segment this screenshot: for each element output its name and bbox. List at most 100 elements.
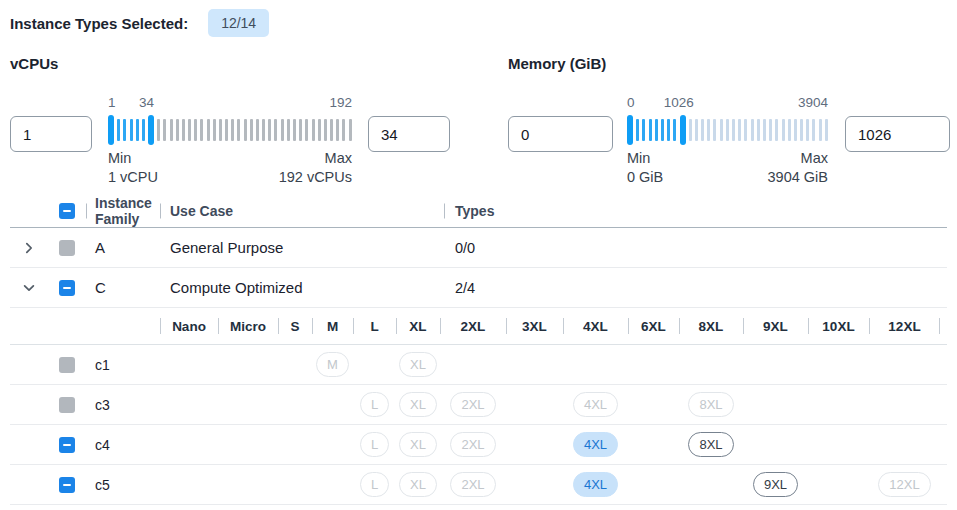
size-column-header-4xl: 4XL <box>563 308 628 344</box>
slider-handle-min[interactable] <box>627 115 633 145</box>
size-cell-6xl <box>628 345 679 384</box>
slider-tick <box>287 119 290 141</box>
size-column-header-9xl: 9XL <box>743 308 808 344</box>
size-cell-4xl: 4XL <box>563 385 628 424</box>
size-pill-c3-8xl: 8XL <box>688 392 733 417</box>
size-pill-c1-m: M <box>316 352 349 377</box>
size-pill-c4-4xl[interactable]: 4XL <box>573 432 618 457</box>
size-cell-2xl <box>440 345 506 384</box>
size-cell-12xl <box>869 425 940 464</box>
slider-tick <box>207 119 210 141</box>
min-caption-value: 0 GiB <box>627 168 663 187</box>
size-column-header-8xl: 8XL <box>679 308 743 344</box>
slider-tick <box>256 119 259 141</box>
use-case-column-header: Use Case <box>160 203 444 219</box>
slider-tick <box>349 119 352 141</box>
checkbox-cell <box>48 437 86 453</box>
size-pill-c5-xl: XL <box>399 472 437 497</box>
size-cell-l: L <box>353 425 396 464</box>
selection-summary-label: Instance Types Selected: <box>10 15 188 32</box>
table-header-row: Instance Family Use Case Types <box>10 195 947 228</box>
slider-tick <box>250 119 253 141</box>
family-name: C <box>86 280 160 296</box>
instance-name: c1 <box>86 357 160 373</box>
slider-tick <box>800 119 803 141</box>
slider-tick <box>299 119 302 141</box>
vcpus-max-input[interactable] <box>368 116 450 152</box>
slider-tick <box>274 119 277 141</box>
scale-current-label: 34 <box>139 95 154 110</box>
slider-tick <box>825 119 828 141</box>
select-all-checkbox[interactable] <box>59 203 75 219</box>
slider-tick <box>707 119 710 141</box>
chevron-down-icon[interactable] <box>21 280 37 296</box>
slider-handle-min[interactable] <box>108 115 114 145</box>
size-cell-l: L <box>353 465 396 504</box>
row-checkbox-disabled <box>59 397 75 413</box>
max-caption-title: Max <box>279 149 352 168</box>
memory-slider-track[interactable] <box>627 115 828 145</box>
slider-tick <box>163 119 166 141</box>
expand-cell <box>10 280 48 296</box>
vcpus-min-input[interactable] <box>10 116 92 152</box>
size-cell-9xl <box>743 385 808 424</box>
size-pill-c4-2xl: 2XL <box>450 432 495 457</box>
size-cell-nano <box>160 345 218 384</box>
slider-tick <box>751 119 754 141</box>
slider-tick <box>744 119 747 141</box>
memory-max-input[interactable] <box>845 116 950 152</box>
size-cell-micro <box>218 465 278 504</box>
slider-handle-max[interactable] <box>680 115 686 145</box>
instance-row-c5: c5LXL2XL4XL9XL12XL <box>10 465 947 505</box>
slider-tick <box>726 119 729 141</box>
minus-glyph <box>63 210 71 212</box>
slider-tick <box>157 119 160 141</box>
use-case: General Purpose <box>160 239 444 256</box>
checkbox-cell <box>48 357 86 373</box>
size-pill-c4-8xl[interactable]: 8XL <box>688 432 733 457</box>
chevron-right-icon[interactable] <box>21 240 37 256</box>
slider-tick <box>176 119 179 141</box>
slider-tick <box>318 119 321 141</box>
scale-max-label: 192 <box>329 95 352 110</box>
slider-tick <box>775 119 778 141</box>
slider-tick <box>812 119 815 141</box>
size-pill-c5-9xl[interactable]: 9XL <box>753 472 798 497</box>
vcpus-slider: 1 34 192 Min 1 vCPU Max 192 vCPUs <box>108 95 352 187</box>
slider-tick-selected <box>636 119 639 141</box>
vcpus-slider-track[interactable] <box>108 115 352 145</box>
slider-tick <box>695 119 698 141</box>
size-cell-xl: XL <box>396 425 440 464</box>
size-cell-6xl <box>628 465 679 504</box>
vcpus-slider-captions: Min 1 vCPU Max 192 vCPUs <box>108 149 352 187</box>
size-cell-s <box>278 385 312 424</box>
size-cell-m <box>312 425 353 464</box>
row-checkbox-indeterminate[interactable] <box>59 437 75 453</box>
row-checkbox-indeterminate[interactable] <box>59 477 75 493</box>
size-cell-10xl <box>808 385 869 424</box>
row-checkbox-indeterminate[interactable] <box>59 280 75 296</box>
memory-min-input[interactable] <box>508 116 613 152</box>
slider-tick-selected <box>123 119 126 141</box>
slider-handle-max[interactable] <box>148 115 154 145</box>
instance-name: c4 <box>86 437 160 453</box>
size-cell-m <box>312 385 353 424</box>
size-cell-3xl <box>506 425 563 464</box>
slider-tick <box>763 119 766 141</box>
memory-slider-captions: Min 0 GiB Max 3904 GiB <box>627 149 828 187</box>
slider-tick-selected <box>136 119 139 141</box>
size-cell-4xl <box>563 345 628 384</box>
size-pill-c5-4xl[interactable]: 4XL <box>573 472 618 497</box>
slider-tick <box>219 119 222 141</box>
slider-tick <box>188 119 191 141</box>
family-name: A <box>86 240 160 256</box>
table-body: AGeneral Purpose0/0CCompute Optimized2/4… <box>10 228 947 505</box>
size-column-header-m: M <box>312 308 353 344</box>
size-cell-12xl <box>869 385 940 424</box>
slider-tick <box>732 119 735 141</box>
family-row-C: CCompute Optimized2/4 <box>10 268 947 308</box>
slider-tick <box>237 119 240 141</box>
size-column-header-s: S <box>278 308 312 344</box>
size-cell-xl: XL <box>396 465 440 504</box>
vcpus-slider-scale: 1 34 192 <box>108 95 352 113</box>
